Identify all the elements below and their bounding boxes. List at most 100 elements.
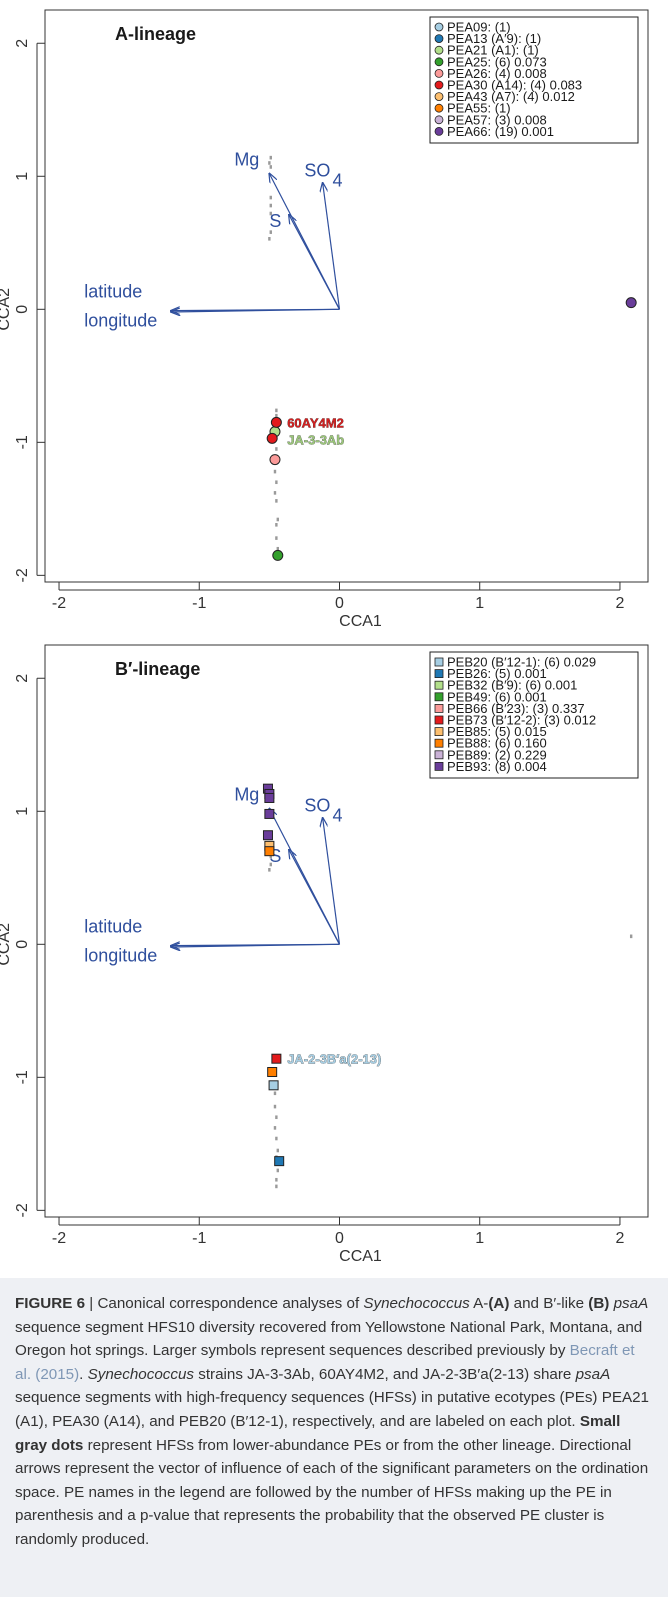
legend-marker	[434, 750, 444, 760]
gray-point	[273, 1126, 277, 1130]
x-tick-label: 2	[616, 1230, 625, 1247]
arrow-label-text: latitude	[84, 281, 142, 301]
x-tick-label: 1	[475, 595, 484, 612]
legend-label: PEA66: (19) 0.001	[447, 124, 554, 139]
caption-italic: Synechococcus	[87, 1365, 194, 1383]
legend-label: PEB73 (B′12-2): (3) 0.012	[447, 713, 596, 728]
gray-point	[275, 536, 278, 540]
chart-title: A-lineage	[115, 24, 196, 44]
y-tick-label: 2	[14, 39, 31, 48]
arrow-label: latitude	[84, 916, 142, 936]
caption-italic: psaA	[613, 1295, 649, 1312]
arrow-label-text: longitude	[84, 946, 157, 966]
arrow-label-text: S	[269, 211, 281, 231]
figure-caption: FIGURE 6 | Canonical correspondence anal…	[0, 1278, 668, 1597]
data-point	[271, 1053, 282, 1064]
legend-marker	[434, 715, 444, 725]
data-point	[274, 1156, 285, 1167]
arrow-label-subscript: 4	[332, 170, 342, 190]
arrow-label-text: longitude	[84, 311, 157, 331]
gray-point	[275, 1115, 278, 1120]
x-axis-label: CCA1	[339, 613, 382, 630]
caption-italic: Synechococcus	[363, 1295, 470, 1312]
legend-label: PEB88: (6) 0.160	[447, 736, 547, 751]
legend-marker	[434, 80, 444, 90]
legend-marker	[434, 103, 444, 113]
x-tick-label: -2	[52, 1230, 66, 1247]
legend-box	[429, 651, 639, 779]
legend-label: PEA43 (A7): (4) 0.012	[447, 89, 575, 104]
legend-marker	[434, 69, 444, 78]
legend-marker	[434, 762, 444, 771]
gray-point	[275, 1136, 278, 1141]
y-tick-label: 1	[14, 807, 31, 816]
arrow-label-text: Mg	[234, 150, 259, 170]
gray-point	[273, 491, 277, 495]
y-axis-label: CCA2	[0, 288, 13, 331]
caption-text: .	[79, 1365, 88, 1383]
gray-point	[629, 934, 633, 939]
legend-marker	[434, 22, 444, 32]
gray-point	[275, 413, 278, 418]
data-point	[264, 846, 275, 857]
caption-text: |	[85, 1295, 98, 1312]
plot-a-lineage: A-lineage -2 -1 0 1 2 CCA1 -2 -1 0 1 2 CCA2 Mg SO 4 Slat…	[0, 9, 649, 630]
gray-point	[269, 230, 272, 234]
x-tick-label: 1	[475, 1230, 484, 1247]
arrow-label: latitude	[84, 281, 142, 301]
y-tick-label: -2	[14, 1203, 31, 1217]
legend-label: PEB26: (5) 0.001	[447, 666, 547, 681]
caption-panel-ref: (A)	[488, 1295, 510, 1312]
legend-marker	[434, 34, 444, 43]
citation-link[interactable]: Becraft et al. (2015)	[15, 1342, 635, 1383]
legend-label: PEA21 (A1): (1)	[447, 43, 539, 58]
y-tick-label: 1	[14, 172, 31, 181]
x-tick-label: -1	[192, 1230, 206, 1247]
arrow-vector	[289, 850, 341, 945]
data-point	[267, 1067, 278, 1078]
legend-marker	[434, 680, 444, 690]
y-tick-label: 2	[14, 674, 31, 683]
arrow-label: longitude	[84, 311, 157, 331]
arrow-label-text: SO	[304, 795, 330, 815]
data-point	[268, 1080, 279, 1091]
gray-point	[275, 523, 278, 527]
legend-marker	[434, 738, 444, 748]
gray-point	[269, 854, 272, 859]
legend-label: PEB20 (B′12-1): (6) 0.029	[447, 655, 596, 670]
data-point	[625, 297, 637, 309]
arrow-vector	[171, 309, 340, 312]
arrow-label: SO 4	[304, 795, 342, 825]
chart-title: B′-lineage	[115, 659, 200, 679]
arrow-label-text: latitude	[84, 916, 142, 936]
y-tick-label: 0	[14, 940, 31, 949]
strain-label: JA-3-3Ab	[287, 433, 344, 448]
caption-text: sequence segment HFS10 diversity recover…	[15, 1318, 643, 1360]
gray-point	[268, 868, 271, 872]
gray-point	[269, 203, 272, 208]
gray-point	[269, 155, 272, 160]
gray-point	[276, 1168, 279, 1173]
legend-label: PEA09: (1)	[447, 20, 511, 35]
caption-label: FIGURE 6	[15, 1295, 86, 1312]
caption-bold: Small gray dots	[15, 1412, 621, 1454]
arrow-label-text: Mg	[234, 785, 259, 805]
legend-label: PEB85: (5) 0.015	[447, 724, 547, 739]
legend-marker	[434, 115, 444, 125]
caption-text: strains JA-3-3Ab, 60AY4M2, and JA-2-3B′a…	[194, 1365, 576, 1383]
plot-frame	[44, 9, 649, 583]
caption-text: sequence segments with high-frequency se…	[15, 1389, 649, 1430]
gray-point	[268, 237, 271, 241]
arrow-vector	[289, 215, 341, 310]
y-tick-label: -2	[14, 568, 31, 582]
arrow-label-text: SO	[304, 160, 330, 180]
legend-marker	[434, 92, 444, 101]
legend-marker	[434, 669, 444, 678]
gray-point	[269, 165, 272, 169]
arrow-label: longitude	[84, 946, 157, 966]
gray-point	[276, 546, 279, 551]
data-point	[262, 830, 273, 841]
gray-point	[269, 862, 272, 867]
data-point	[264, 792, 275, 803]
